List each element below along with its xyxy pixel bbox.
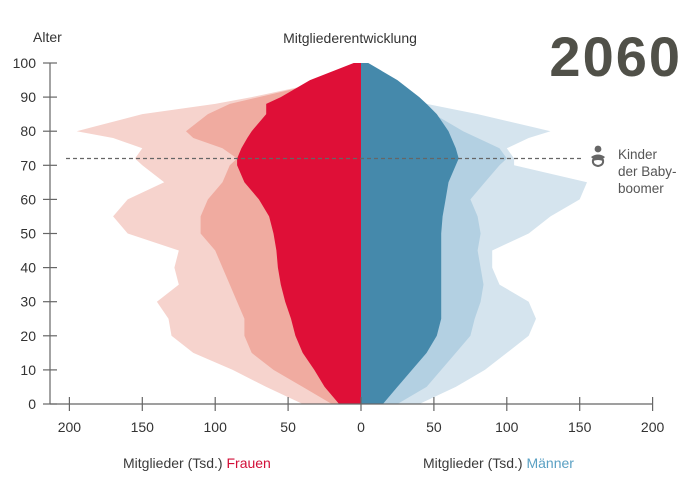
y-tick-label: 0: [28, 396, 36, 412]
x-tick-label: 100: [204, 419, 228, 435]
y-tick-label: 80: [20, 123, 36, 139]
women-group-label: Frauen: [226, 455, 271, 471]
x-tick-label: 0: [357, 419, 365, 435]
x-tick-label: 150: [131, 419, 155, 435]
y-tick-label: 10: [20, 362, 36, 378]
y-tick-label: 40: [20, 260, 36, 276]
x-tick-label: 50: [280, 419, 296, 435]
y-tick-label: 100: [13, 55, 37, 71]
x-tick-label: 50: [426, 419, 442, 435]
annotation-line-3: boomer: [618, 181, 664, 196]
chart-title: Mitgliederentwicklung: [283, 30, 417, 46]
area-left-2: [237, 63, 361, 404]
area-right-5: [361, 63, 459, 404]
x-tick-label: 200: [58, 419, 82, 435]
year-label: 2060: [549, 25, 682, 88]
x-axis-label-women: Mitglieder (Tsd.) Frauen: [123, 455, 271, 471]
baby-icon: [591, 145, 605, 168]
y-tick-label: 70: [20, 157, 36, 173]
men-group-label: Männer: [526, 455, 574, 471]
axes: 0 10 20 30 40 50 60 70 80 90 100 200 150 100 50 0 50 100 1…: [13, 55, 665, 435]
x-axis-label-women-prefix: Mitglieder (Tsd.): [123, 455, 223, 471]
annotation-text: Kinder der Baby- boomer: [618, 146, 677, 197]
x-tick-label: 200: [641, 419, 665, 435]
x-tick-label: 100: [495, 419, 519, 435]
y-tick-label: 50: [20, 226, 36, 242]
x-tick-label: 150: [568, 419, 592, 435]
y-tick-label: 90: [20, 89, 36, 105]
y-axis-label: Alter: [33, 29, 62, 45]
pyramid-areas: [76, 63, 587, 404]
y-tick-label: 20: [20, 328, 36, 344]
y-tick-label: 30: [20, 294, 36, 310]
annotation-line-1: Kinder: [618, 147, 658, 162]
y-tick-label: 60: [20, 191, 36, 207]
annotation-line-2: der Baby-: [618, 164, 677, 179]
x-axis-label-men: Mitglieder (Tsd.) Männer: [423, 455, 574, 471]
x-axis-label-men-prefix: Mitglieder (Tsd.): [423, 455, 523, 471]
